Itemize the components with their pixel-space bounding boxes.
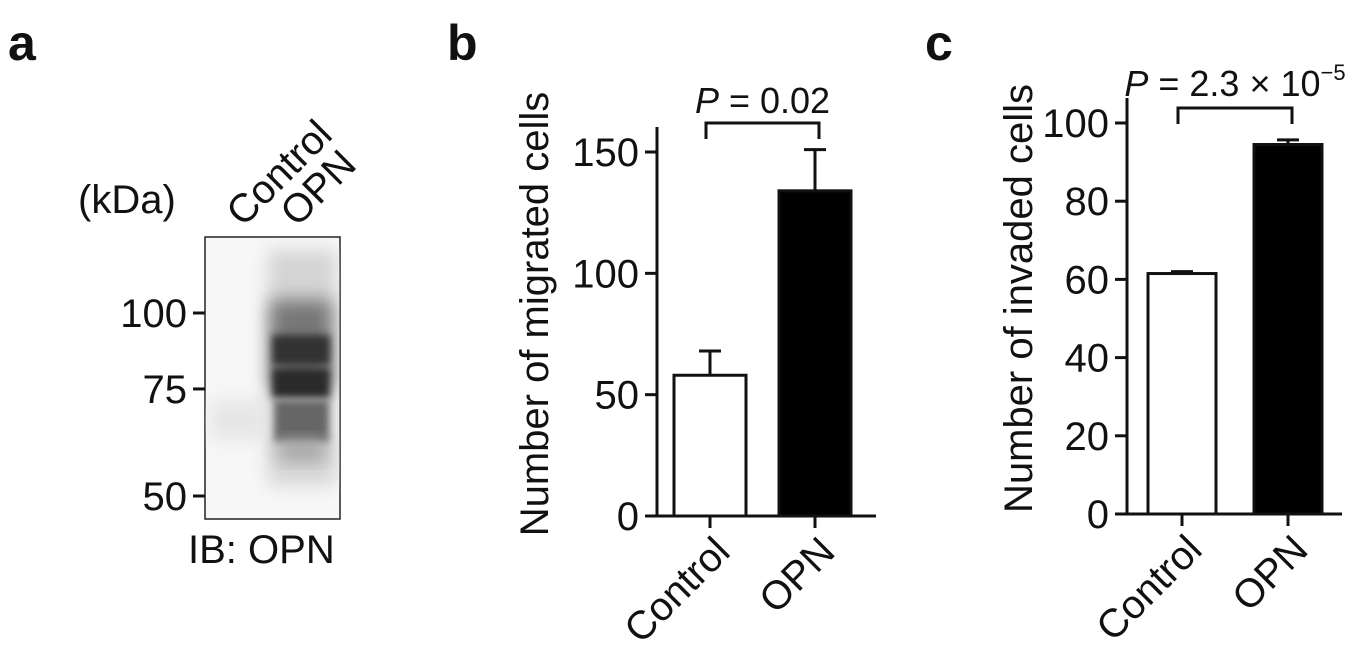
significance-bracket (704, 121, 821, 139)
y-tick-label: 100 (1042, 102, 1109, 146)
p-value-label: P = 0.02 (695, 80, 830, 121)
y-tick-label: 20 (1065, 415, 1110, 459)
panel-b-letter: b (447, 15, 478, 71)
chart-invaded-cells: 0 20 40 60 80 100 Control OPN Number of invaded … (997, 60, 1346, 650)
x-tick-label: Control (1088, 527, 1210, 649)
y-axis-label: Number of migrated cells (513, 92, 557, 537)
bar-control (672, 373, 748, 518)
p-value-symbol: P (1124, 63, 1148, 104)
blot-marker-label: 75 (143, 368, 188, 412)
blot-marker-label: 50 (143, 475, 188, 519)
panel-c-letter: c (925, 15, 953, 71)
x-tick-label: Control (616, 529, 738, 651)
bar-opn (1252, 143, 1324, 516)
y-tick-label: 60 (1065, 258, 1110, 302)
bar-opn (777, 189, 853, 518)
significance-bracket (1176, 106, 1294, 124)
p-value-text: = 0.02 (719, 80, 830, 121)
p-value-text: = 2.3 × 10 (1148, 63, 1320, 104)
chart-migrated-cells: 0 50 100 150 Control OPN Number of migrated ce… (513, 80, 876, 652)
blot-markers: 100 75 50 (120, 292, 205, 519)
x-tick-label: OPN (1224, 527, 1316, 619)
x-tick-label: OPN (751, 529, 843, 621)
blot-image (204, 236, 341, 520)
y-tick-label: 80 (1065, 180, 1110, 224)
blot-unit-label: (kDa) (78, 178, 176, 222)
blot-caption: IB: OPN (188, 528, 335, 572)
p-value-label: P = 2.3 × 10−5 (1124, 60, 1345, 104)
p-value-exponent: −5 (1321, 60, 1346, 85)
y-tick-label: 150 (572, 131, 639, 175)
y-tick-label: 100 (572, 252, 639, 296)
p-value-symbol: P (695, 80, 719, 121)
y-tick-label: 0 (1087, 493, 1109, 537)
y-tick-label: 50 (595, 374, 640, 418)
y-tick-label: 40 (1065, 337, 1110, 381)
y-axis-label: Number of invaded cells (997, 84, 1041, 513)
y-tick-label: 0 (617, 495, 639, 539)
blot-marker-label: 100 (120, 292, 187, 336)
bar-control (1146, 272, 1218, 516)
panel-a-letter: a (8, 15, 37, 71)
